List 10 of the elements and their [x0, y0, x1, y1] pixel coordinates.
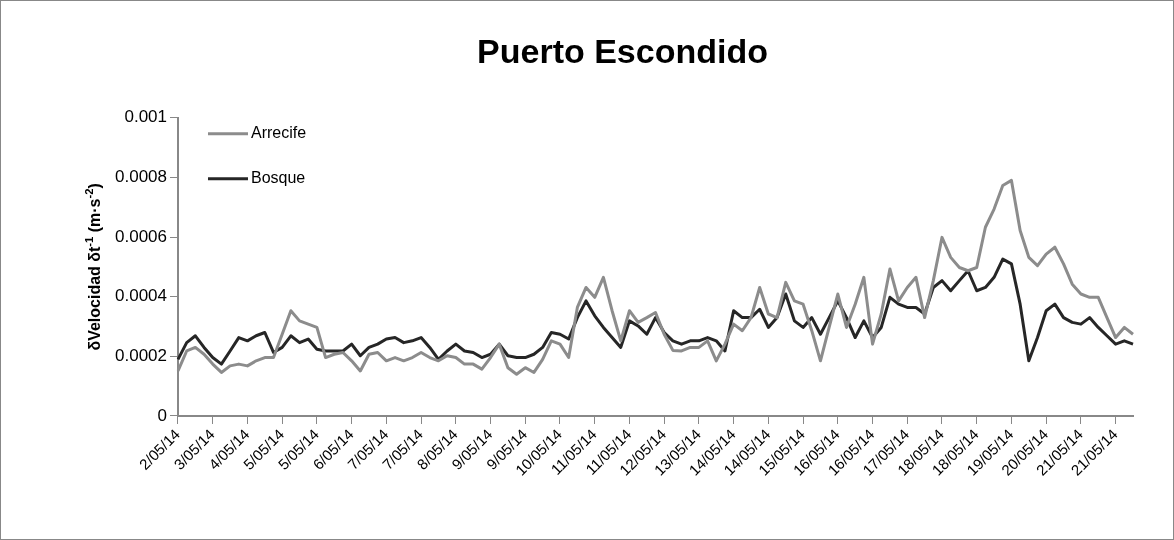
y-tick-label: 0.0006 — [115, 226, 167, 246]
y-tick-label: 0 — [157, 405, 167, 425]
y-tick-label: 0.0008 — [115, 167, 167, 187]
legend-label: Bosque — [251, 169, 306, 187]
y-axis-title: δVelocidad δt-1 (m·s-2) — [82, 183, 104, 351]
y-tick-label: 0.001 — [124, 107, 167, 127]
legend-label: Arrecife — [251, 124, 307, 142]
y-tick-label: 0.0004 — [115, 286, 167, 306]
chart-title: Puerto Escondido — [477, 31, 768, 70]
y-tick-label: 0.0002 — [115, 346, 167, 366]
